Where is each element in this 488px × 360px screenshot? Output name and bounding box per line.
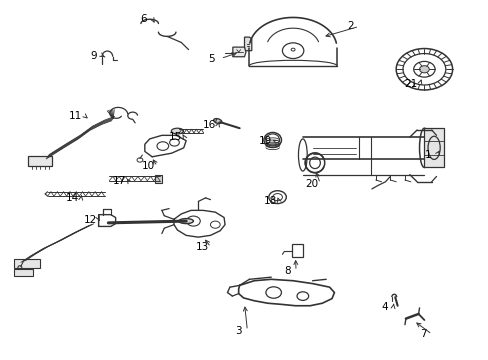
Text: 7: 7	[419, 329, 426, 339]
Polygon shape	[14, 269, 33, 276]
Ellipse shape	[179, 219, 193, 224]
Polygon shape	[28, 156, 52, 166]
Text: 10: 10	[142, 161, 155, 171]
Text: 20: 20	[305, 179, 318, 189]
Text: 15: 15	[168, 132, 182, 142]
Ellipse shape	[213, 118, 222, 123]
Text: 8: 8	[284, 266, 290, 276]
Text: 21: 21	[404, 78, 417, 89]
Text: 14: 14	[65, 193, 79, 203]
Polygon shape	[424, 128, 443, 167]
Text: 18: 18	[263, 197, 276, 206]
Text: 9: 9	[90, 51, 97, 61]
Text: 11: 11	[69, 111, 82, 121]
Text: 13: 13	[195, 242, 208, 252]
Text: 16: 16	[203, 120, 216, 130]
Ellipse shape	[171, 128, 183, 134]
Text: 4: 4	[381, 302, 387, 312]
Polygon shape	[244, 37, 251, 51]
Polygon shape	[154, 175, 162, 183]
Text: 6: 6	[140, 14, 147, 24]
Text: 17: 17	[113, 176, 126, 186]
Text: 2: 2	[346, 21, 353, 31]
Text: 1: 1	[424, 150, 431, 160]
Text: 5: 5	[208, 54, 215, 64]
Polygon shape	[14, 259, 40, 267]
Text: 19: 19	[258, 136, 271, 146]
Circle shape	[419, 66, 428, 73]
Polygon shape	[232, 47, 245, 57]
Text: 3: 3	[235, 326, 242, 336]
Text: 12: 12	[83, 215, 97, 225]
